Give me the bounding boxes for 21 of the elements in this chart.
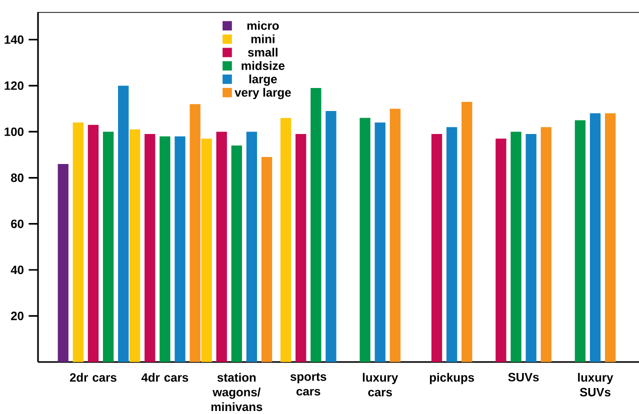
- x-tick-label: pickups: [430, 372, 474, 384]
- x-tick-label: sports cars: [290, 372, 326, 396]
- x-tick-label: 4dr cars: [141, 372, 188, 382]
- x-tick-label: luxury cars: [362, 372, 398, 396]
- legend-label: very large: [234, 88, 291, 100]
- y-tick-label: 120: [4, 81, 24, 90]
- y-tick-label: 40: [10, 266, 24, 274]
- legend-label: midsize: [242, 61, 285, 70]
- y-tick-label: 80: [10, 174, 24, 182]
- legend-label: small: [248, 48, 278, 57]
- y-tick-label: 100: [4, 127, 24, 136]
- y-tick-label: 140: [4, 35, 24, 44]
- legend-label: mini: [251, 34, 274, 44]
- x-tick-label: station wagons/ minivans: [211, 372, 262, 412]
- y-tick-label: 60: [11, 220, 24, 228]
- x-tick-label: SUVs: [508, 372, 539, 382]
- x-tick-label: luxury SUVs: [578, 372, 614, 396]
- legend-label: large: [249, 74, 277, 86]
- y-tick-label: 20: [11, 312, 24, 320]
- x-tick-label: 2dr cars: [70, 372, 116, 382]
- legend-label: micro: [247, 21, 279, 30]
